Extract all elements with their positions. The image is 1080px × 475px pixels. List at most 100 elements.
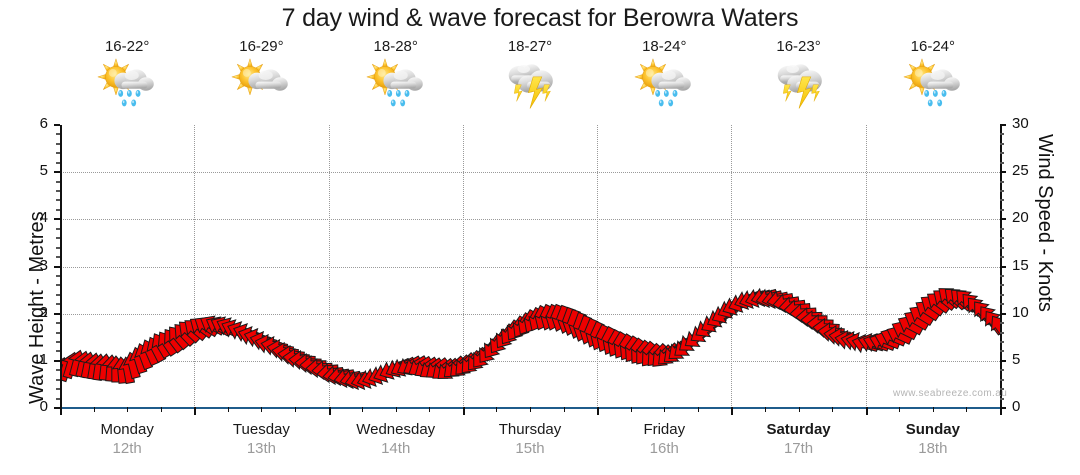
x-axis-hour-tick — [664, 407, 666, 412]
right-axis-tick — [1000, 171, 1006, 174]
day-date: 14th — [381, 440, 411, 457]
x-axis-hour-tick — [227, 407, 229, 412]
left-axis-tick — [54, 407, 60, 409]
day-header-friday: 18-24° — [596, 38, 733, 110]
right-axis-minor-tick — [1000, 284, 1004, 287]
temperature-range: 18-24° — [642, 38, 687, 55]
day-name: Monday — [100, 421, 154, 438]
left-axis-minor-tick — [56, 284, 60, 287]
gridline-vertical — [328, 125, 330, 408]
day-label-monday: Monday 12th — [59, 420, 196, 458]
right-axis-tick — [1000, 407, 1006, 409]
sun-cloud-rain-icon — [358, 58, 434, 110]
x-axis-hour-tick — [160, 407, 162, 412]
gridline-horizontal — [60, 172, 1000, 174]
right-axis-minor-tick — [1000, 190, 1004, 193]
gridline-horizontal — [60, 266, 1000, 268]
right-axis-minor-tick — [1000, 331, 1004, 334]
left-axis-minor-tick — [56, 322, 60, 325]
day-header-monday: 16-22° — [59, 38, 196, 110]
right-axis-minor-tick — [1000, 237, 1004, 240]
left-axis-minor-tick — [56, 133, 60, 136]
left-axis-minor-tick — [56, 256, 60, 259]
right-axis-minor-tick — [1000, 274, 1004, 277]
right-axis-title: Wind Speed - Knots — [1034, 134, 1056, 312]
x-axis-hour-tick — [496, 407, 498, 412]
x-axis-hour-tick — [832, 407, 834, 412]
left-axis-spine — [60, 125, 62, 408]
left-axis-minor-tick — [56, 388, 60, 391]
day-date: 15th — [515, 440, 545, 457]
left-axis-tick — [54, 265, 60, 268]
left-axis-tick-label: 1 — [39, 350, 48, 368]
left-axis-minor-tick — [56, 331, 60, 334]
day-date: 12th — [112, 440, 142, 457]
right-axis-tick-label: 5 — [1012, 350, 1021, 368]
right-axis-tick — [1000, 265, 1006, 268]
x-axis-hour-tick — [261, 407, 263, 412]
right-axis-minor-tick — [1000, 227, 1004, 230]
day-header-saturday: 16-23° — [730, 38, 867, 110]
gridline-vertical — [731, 125, 733, 408]
day-header-wednesday: 18-28° — [327, 38, 464, 110]
x-axis-hour-tick — [899, 407, 901, 412]
day-label-sunday: Sunday 18th — [864, 420, 1001, 458]
sun-cloud-icon — [223, 58, 299, 110]
page-title: 7 day wind & wave forecast for Berowra W… — [281, 4, 799, 32]
right-axis-tick-label: 15 — [1012, 256, 1029, 274]
right-axis-tick-label: 20 — [1012, 209, 1029, 227]
gridline-vertical — [597, 125, 599, 408]
thunderstorm-icon — [761, 58, 837, 110]
x-axis-hour-tick — [395, 407, 397, 412]
right-axis-tick — [1000, 124, 1006, 126]
x-axis-hour-tick — [93, 407, 95, 412]
left-axis-tick-label: 4 — [39, 209, 48, 227]
x-axis-hour-tick — [765, 407, 766, 412]
left-axis-minor-tick — [56, 199, 60, 202]
day-label-tuesday: Tuesday 13th — [193, 420, 330, 458]
day-header-tuesday: 16-29° — [193, 38, 330, 110]
right-axis-minor-tick — [1000, 340, 1004, 343]
right-axis-minor-tick — [1000, 152, 1004, 155]
left-axis-minor-tick — [56, 237, 60, 240]
temperature-range: 18-27° — [507, 38, 553, 55]
x-axis-hour-tick — [798, 407, 800, 412]
right-axis-minor-tick — [1000, 350, 1004, 353]
right-axis-minor-tick — [1000, 180, 1004, 183]
right-axis-tick — [1000, 218, 1006, 221]
left-axis-minor-tick — [56, 378, 60, 381]
day-name: Friday — [643, 421, 686, 438]
x-axis-hour-tick — [127, 407, 129, 412]
thunderstorm-icon — [492, 58, 568, 110]
left-axis-tick-label: 5 — [39, 162, 48, 180]
right-axis-minor-tick — [1000, 208, 1004, 211]
right-axis-tick — [1000, 359, 1006, 362]
right-axis-minor-tick — [1000, 246, 1004, 249]
day-header-thursday: 18-27° — [462, 38, 599, 110]
x-axis-day-tick — [597, 407, 600, 415]
x-axis-day-tick — [865, 407, 868, 415]
left-axis-minor-tick — [56, 340, 60, 343]
temperature-range: 16-23° — [776, 38, 821, 55]
right-axis-minor-tick — [1000, 293, 1004, 296]
day-name: Thursday — [498, 421, 562, 438]
right-axis-minor-tick — [1000, 369, 1004, 372]
x-axis-hour-tick — [295, 407, 296, 412]
temperature-range: 16-22° — [104, 38, 150, 55]
left-axis-tick — [54, 171, 60, 174]
left-axis-tick-label: 3 — [39, 256, 48, 274]
day-name: Sunday — [905, 421, 960, 438]
right-axis-minor-tick — [1000, 303, 1004, 306]
sun-cloud-rain-icon — [895, 58, 971, 110]
gridline-vertical — [462, 125, 464, 408]
plot-area — [60, 125, 1000, 408]
day-label-friday: Friday 16th — [596, 420, 733, 458]
x-axis-day-tick — [1000, 407, 1002, 415]
left-axis-tick — [54, 359, 60, 362]
left-axis-minor-tick — [56, 303, 60, 306]
x-axis-day-tick — [60, 407, 62, 415]
x-axis-hour-tick — [966, 407, 968, 412]
day-name: Wednesday — [356, 421, 436, 438]
right-axis-tick-label: 10 — [1012, 303, 1029, 321]
right-axis-minor-tick — [1000, 256, 1004, 259]
